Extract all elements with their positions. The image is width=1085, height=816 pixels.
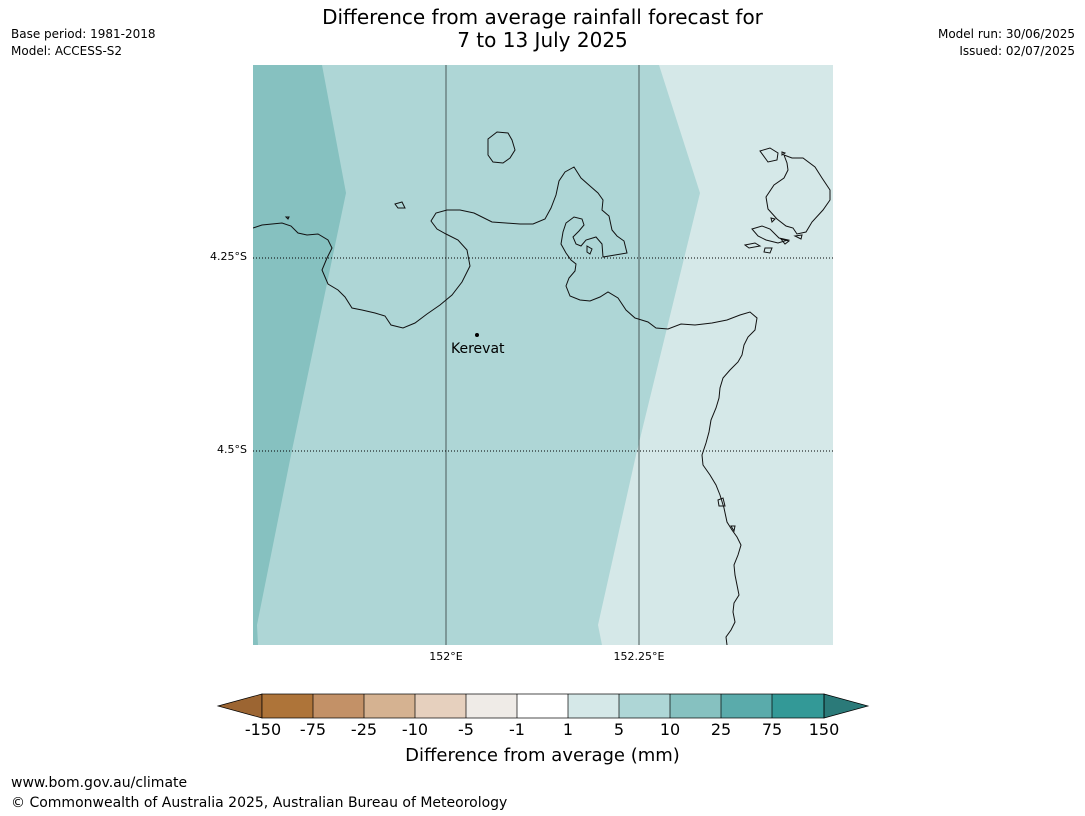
- colorbar-tick: 5: [613, 720, 625, 739]
- colorbar-bin-10: [721, 694, 772, 718]
- place-label-kerevat: Kerevat: [451, 341, 505, 357]
- meta-left: Base period: 1981-2018 Model: ACCESS-S2: [11, 26, 156, 60]
- colorbar-tick: 75: [761, 720, 783, 739]
- meta-right: Model run: 30/06/2025 Issued: 02/07/2025: [938, 26, 1075, 60]
- map-panel: [253, 65, 833, 645]
- title-line-2: 7 to 13 July 2025: [457, 28, 628, 52]
- colorbar-bin-9: [670, 694, 721, 718]
- lat-label-4-5: 4.5°S: [217, 443, 247, 456]
- colorbar-tick: 150: [808, 720, 840, 739]
- colorbar-tick: -1: [509, 720, 525, 739]
- colorbar: [216, 693, 870, 719]
- colorbar-bin-1: [262, 694, 313, 718]
- colorbar-extend-low: [216, 693, 263, 719]
- colorbar-bin-5: [466, 694, 517, 718]
- zone-10-to-25: [253, 65, 346, 645]
- zone-5-to-10: [253, 65, 700, 645]
- lat-label-4-25: 4.25°S: [210, 250, 247, 263]
- colorbar-tick: 10: [659, 720, 681, 739]
- colorbar-tick: -5: [458, 720, 474, 739]
- colorbar-frame: [261, 693, 825, 719]
- footer-copyright: © Commonwealth of Australia 2025, Austra…: [11, 795, 508, 811]
- base-period: Base period: 1981-2018: [11, 27, 156, 41]
- colorbar-bin-3: [364, 694, 415, 718]
- colorbar-bin-4: [415, 694, 466, 718]
- kerevat-marker: [475, 333, 479, 337]
- colorbar-tick: 1: [562, 720, 574, 739]
- footer-url[interactable]: www.bom.gov.au/climate: [11, 775, 188, 791]
- colorbar-extend-high: [823, 693, 870, 719]
- coastline: [253, 131, 831, 645]
- colorbar-bin-2: [313, 694, 364, 718]
- colorbar-dividers: [312, 694, 773, 718]
- colorbar-title: Difference from average (mm): [405, 745, 680, 766]
- lon-label-152: 152°E: [429, 650, 463, 663]
- model-name: Model: ACCESS-S2: [11, 44, 123, 58]
- lon-label-152-25: 152.25°E: [613, 650, 665, 663]
- colorbar-tick: -25: [350, 720, 378, 739]
- colorbar-bin-7: [568, 694, 619, 718]
- colorbar-bin-6: [517, 694, 568, 718]
- model-run: Model run: 30/06/2025: [937, 27, 1075, 41]
- issued-date: Issued: 02/07/2025: [959, 44, 1075, 58]
- colorbar-tick: -10: [401, 720, 429, 739]
- colorbar-bin-8: [619, 694, 670, 718]
- colorbar-tick: -75: [299, 720, 327, 739]
- colorbar-tick: 25: [710, 720, 732, 739]
- colorbar-tick: -150: [244, 720, 282, 739]
- map-title: Difference from average rainfall forecas…: [0, 6, 1085, 52]
- colorbar-bin-11: [772, 694, 824, 718]
- title-line-1: Difference from average rainfall forecas…: [322, 5, 763, 29]
